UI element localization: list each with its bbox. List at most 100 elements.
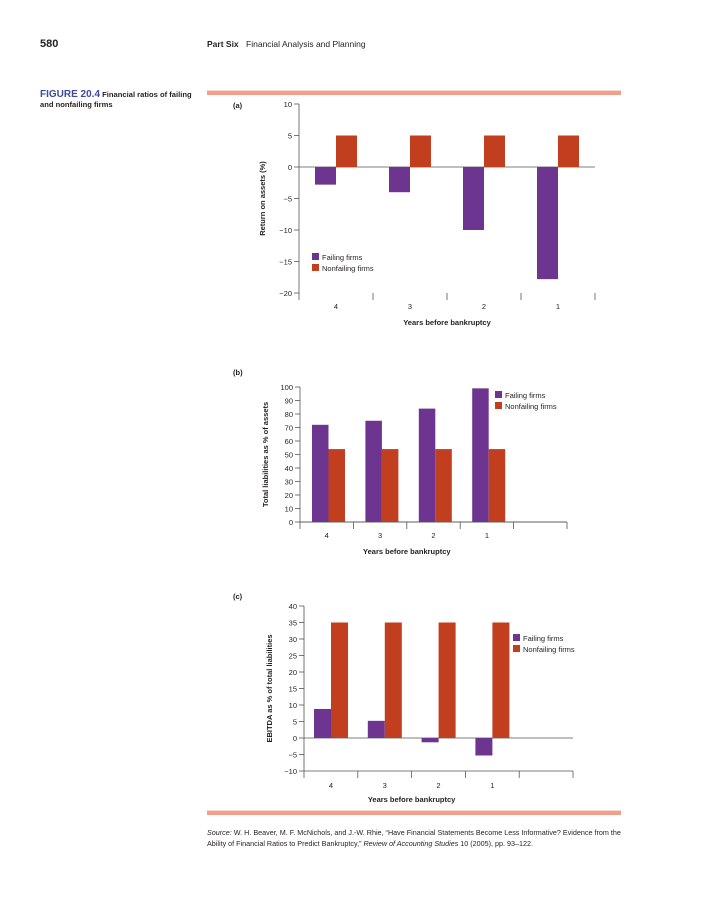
figure-caption: FIGURE 20.4 Financial ratios of failing … [40,90,200,110]
panel-label-a: (a) [233,101,243,110]
bar-nonfailing [331,622,348,738]
y-tick-label: 15 [289,685,297,694]
y-tick-label: 90 [285,397,293,406]
bar-failing [421,738,439,743]
x-axis-label: Years before bankruptcy [363,547,451,556]
bar-nonfailing [438,622,456,738]
x-tick-label: 1 [490,781,494,790]
y-tick-label: 20 [285,491,293,500]
y-tick-label: 35 [289,619,297,628]
y-tick-label: 100 [280,383,293,392]
legend-label: Nonfailing firms [505,402,557,411]
bar-nonfailing [484,135,505,167]
x-tick-label: 2 [431,531,435,540]
y-tick-label: 30 [289,635,297,644]
bar-nonfailing [328,449,345,522]
source-note: Source: W. H. Beaver, M. F. McNichols, a… [207,827,627,849]
bar-nonfailing [492,622,510,738]
legend-swatch [513,645,520,652]
source-journal: Review of Accounting Studies [363,839,459,848]
legend-label: Failing firms [322,253,363,262]
part-label: Part Six [207,39,239,49]
y-tick-label: 5 [288,132,292,141]
bar-failing [537,167,558,280]
x-tick-label: 3 [383,781,387,790]
x-tick-label: 1 [485,531,489,540]
legend-label: Failing firms [523,634,564,643]
x-tick-label: 4 [334,302,338,311]
y-tick-label: 10 [285,505,293,514]
bar-nonfailing [488,449,506,522]
page-number: 580 [40,38,59,50]
figure-number: FIGURE 20.4 [40,89,101,100]
bar-failing [315,167,336,185]
y-tick-label: −5 [283,195,292,204]
bar-failing [367,720,385,738]
bar-failing [314,708,331,738]
y-tick-label: 70 [285,424,293,433]
y-tick-label: −10 [279,226,292,235]
bar-nonfailing [435,449,452,522]
legend-swatch [495,391,502,398]
y-tick-label: −5 [288,751,297,760]
x-tick-label: 3 [378,531,382,540]
x-tick-label: 2 [436,781,440,790]
y-tick-label: 40 [289,602,297,611]
bar-nonfailing [558,135,579,167]
panel-label-b: (b) [233,368,243,377]
bar-nonfailing [381,449,399,522]
y-tick-label: 10 [284,100,292,109]
y-tick-label: 30 [285,478,293,487]
panel-label-c: (c) [233,592,243,601]
bar-failing [418,408,436,522]
y-tick-label: 20 [289,668,297,677]
x-tick-label: 4 [325,531,329,540]
bar-failing [389,167,410,193]
y-tick-label: 80 [285,410,293,419]
y-axis-label: Return on assets (%) [258,161,267,236]
x-tick-label: 1 [556,302,560,311]
y-tick-label: 50 [285,451,293,460]
legend-swatch [513,634,520,641]
source-label: Source: [207,828,232,837]
bar-nonfailing [384,622,402,738]
bar-failing [312,424,329,522]
source-text-1: W. H. Beaver, M. F. McNichols, and J.-W.… [207,828,621,848]
bar-nonfailing [336,135,357,167]
bar-failing [472,388,489,522]
y-tick-label: −15 [279,258,292,267]
y-tick-label: −10 [284,767,297,776]
y-axis-label: Total liabilities as % of assets [261,402,270,507]
legend-label: Failing firms [505,391,546,400]
y-tick-label: 0 [293,734,297,743]
y-axis-label: EBITDA as % of total liabilities [265,634,274,742]
top-rule [207,90,621,95]
y-tick-label: 0 [289,518,293,527]
y-tick-label: 60 [285,437,293,446]
y-tick-label: 0 [288,163,292,172]
bottom-rule [207,810,621,815]
section-title: Financial Analysis and Planning [246,39,366,49]
legend-swatch [312,264,319,271]
bar-failing [365,420,382,522]
x-tick-label: 4 [329,781,333,790]
figure-title: Financial ratios of failing and nonfaili… [40,90,192,109]
y-tick-label: 40 [285,464,293,473]
running-head: Part Six Financial Analysis and Planning [207,39,366,49]
chart-c: 40 35 30 25 20 15 10 5 0 −5 −10 4 3 2 1 Years before ba… [265,602,575,804]
source-text-2: 10 (2005), pp. 93–122. [458,839,534,848]
y-tick-label: 25 [289,652,297,661]
legend-label: Nonfailing firms [523,645,575,654]
y-tick-label: 10 [289,701,297,710]
legend-swatch [495,402,502,409]
legend-swatch [312,253,319,260]
y-tick-label: −20 [279,289,292,298]
bar-nonfailing [410,135,431,167]
legend-label: Nonfailing firms [322,264,374,273]
x-axis-label: Years before bankruptcy [368,795,456,804]
bar-failing [475,738,493,756]
x-tick-label: 3 [408,302,412,311]
chart-a: 10 5 0 −5 −10 −15 −20 4 3 2 1 Years before bankrupt… [258,100,596,327]
bar-failing [463,167,484,230]
